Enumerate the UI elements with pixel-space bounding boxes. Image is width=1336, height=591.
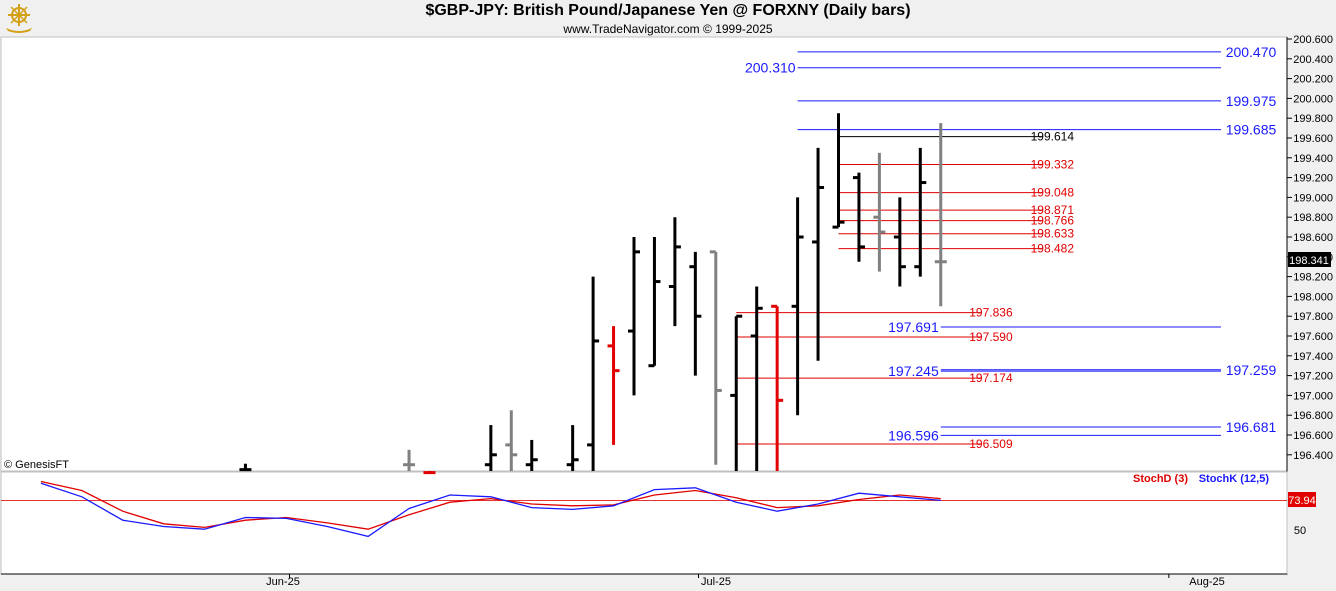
price-tick-label: 198.600 — [1293, 232, 1333, 244]
price-level-label: 200.470 — [1226, 44, 1277, 60]
ohlc-bars — [239, 113, 947, 475]
price-tick-label: 200.400 — [1293, 54, 1333, 66]
price-level-label: 197.836 — [969, 306, 1013, 320]
stochastic-lines — [1, 480, 1287, 538]
price-tick-label: 196.400 — [1293, 450, 1333, 462]
price-level-label: 199.048 — [1031, 186, 1075, 200]
chart-title: $GBP-JPY: British Pound/Japanese Yen @ F… — [425, 2, 911, 19]
price-level-label: 198.633 — [1031, 227, 1075, 241]
price-level-label: 197.590 — [969, 330, 1013, 344]
price-level-label: 199.685 — [1226, 122, 1277, 138]
price-axis — [1287, 37, 1335, 575]
date-label: Aug-25 — [1189, 576, 1224, 588]
price-level-label: 196.509 — [969, 437, 1013, 451]
chart-subtitle: www.TradeNavigator.com © 1999-2025 — [563, 22, 773, 36]
price-level-label: 199.614 — [1031, 130, 1075, 144]
last-price-label: 198.341 — [1289, 255, 1329, 267]
price-tick-label: 199.000 — [1293, 192, 1333, 204]
price-level-label: 200.310 — [745, 60, 796, 76]
date-labels: Jun-25 Jul-25 Aug-25 — [266, 574, 1225, 588]
stoch-line-red — [40, 480, 941, 530]
chart-header: $GBP-JPY: British Pound/Japanese Yen @ F… — [0, 0, 1336, 38]
price-level-label: 196.681 — [1226, 419, 1277, 435]
date-label: Jul-25 — [701, 576, 731, 588]
price-level-label: 197.174 — [969, 371, 1013, 385]
trade-navigator-ship-wheel-icon — [6, 4, 32, 33]
stoch-last-label: 73.94 — [1288, 495, 1316, 507]
price-tick-label: 200.200 — [1293, 74, 1333, 86]
genesis-watermark: © GenesisFT — [4, 459, 69, 471]
price-tick-label: 197.400 — [1293, 351, 1333, 363]
last-price-tag — [1288, 252, 1331, 267]
price-tick-label: 200.000 — [1293, 93, 1333, 105]
price-level-label: 199.332 — [1031, 158, 1075, 172]
price-tick-label: 196.600 — [1293, 430, 1333, 442]
stoch-last-tag — [1288, 492, 1316, 507]
price-tick-label: 196.800 — [1293, 410, 1333, 422]
price-level-label: 198.766 — [1031, 214, 1075, 228]
date-label: Jun-25 — [266, 576, 300, 588]
price-tick-label: 198.200 — [1293, 272, 1333, 284]
price-tick-label: 197.600 — [1293, 331, 1333, 343]
price-tick-label: 199.600 — [1293, 133, 1333, 145]
legend-stochd: StochD (3) — [1133, 473, 1188, 485]
price-level-label: 198.482 — [1031, 242, 1075, 256]
price-level-label: 197.245 — [888, 363, 939, 379]
stochastic-pane — [0, 471, 1288, 575]
price-tick-label: 199.200 — [1293, 173, 1333, 185]
price-tick-label: 199.800 — [1293, 113, 1333, 125]
price-level-label: 196.596 — [888, 427, 939, 443]
stoch-tick-50: 50 — [1294, 525, 1306, 537]
price-level-label: 198.871 — [1031, 203, 1075, 217]
price-pane — [0, 36, 1288, 472]
price-tick-label: 198.000 — [1293, 291, 1333, 303]
price-tick-label: 200.600 — [1293, 34, 1333, 46]
price-tick-label: 197.200 — [1293, 371, 1333, 383]
price-tick-label: 197.800 — [1293, 311, 1333, 323]
legend-stochk: StochK (12,5) — [1199, 473, 1270, 485]
price-tick-labels: 200.600 200.400 200.200 200.000 199.800 199.6… — [1287, 34, 1333, 462]
date-axis — [1, 574, 1287, 591]
stoch-line-blue — [40, 482, 941, 538]
price-level-label: 199.975 — [1226, 93, 1277, 109]
price-tick-label: 199.400 — [1293, 153, 1333, 165]
price-tick-label: 198.800 — [1293, 212, 1333, 224]
price-tick-label: 197.000 — [1293, 390, 1333, 402]
price-level-label: 197.691 — [888, 319, 939, 335]
price-level-label: 197.259 — [1226, 362, 1277, 378]
